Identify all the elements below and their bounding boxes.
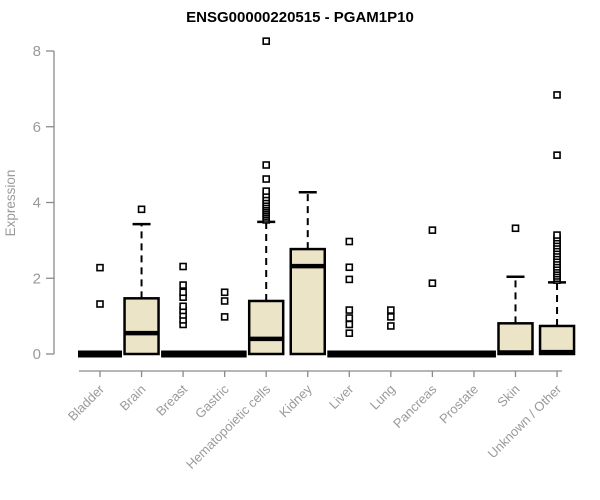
y-axis-label: Expression — [3, 170, 18, 237]
outlier-point — [387, 313, 395, 321]
chart-title: ENSG00000220515 - PGAM1P10 — [186, 9, 414, 26]
flat-box-pancreas — [410, 350, 455, 358]
outlier-point — [262, 175, 271, 183]
outlier-point — [220, 288, 229, 297]
outlier-point — [137, 205, 146, 214]
flat-box-breast — [161, 350, 206, 358]
x-tick-label: Prostate — [436, 382, 481, 427]
x-tick-label: Pancreas — [390, 381, 440, 431]
x-tick-label: Skin — [494, 382, 522, 410]
outlier-point — [179, 262, 187, 271]
flat-box-gastric — [202, 350, 247, 358]
flat-box-prostate — [451, 350, 496, 358]
outlier-point — [553, 91, 561, 99]
box-unknown-other — [538, 324, 576, 356]
x-tick-label: Breast — [153, 381, 190, 418]
flat-box-bladder — [78, 350, 122, 358]
outlier-point — [553, 231, 561, 239]
outlier-point — [179, 281, 187, 289]
box-hematopoietic-cells — [247, 299, 285, 356]
outlier-point — [220, 313, 229, 321]
outlier-point — [345, 306, 354, 314]
outlier-point — [428, 226, 437, 234]
outlier-point — [262, 37, 271, 45]
outlier-point — [511, 224, 520, 233]
x-tick-label: Gastric — [192, 381, 232, 421]
flat-box-lung — [368, 350, 413, 358]
outlier-point — [345, 237, 354, 246]
outlier-point — [428, 279, 437, 287]
x-tick-label: Bladder — [65, 381, 108, 424]
y-tick-label: 2 — [33, 270, 41, 287]
outlier-point — [345, 320, 354, 329]
outlier-point — [345, 263, 354, 272]
outlier-point — [345, 275, 354, 284]
y-tick-label: 6 — [33, 119, 41, 136]
x-tick-label: Lung — [367, 382, 398, 413]
outlier-point — [345, 329, 354, 337]
box-skin — [497, 322, 534, 356]
outlier-point — [96, 300, 104, 308]
outlier-point — [179, 302, 187, 311]
y-tick-label: 4 — [33, 195, 41, 212]
flat-box-liver — [327, 350, 372, 358]
outlier-point — [96, 263, 104, 272]
y-tick-label: 8 — [33, 43, 41, 60]
outlier-point — [387, 306, 395, 314]
x-tick-label: Unknown / Other — [485, 381, 565, 461]
y-tick-label: 0 — [33, 346, 41, 363]
outlier-point — [179, 288, 187, 297]
box-brain — [123, 297, 160, 356]
outlier-point — [262, 187, 271, 195]
outlier-point — [345, 314, 354, 322]
x-tick-label: Liver — [326, 381, 357, 412]
outlier-point — [220, 297, 229, 305]
x-tick-label: Brain — [117, 382, 149, 414]
outlier-point — [553, 151, 561, 159]
x-tick-label: Kidney — [276, 381, 315, 420]
outlier-point — [262, 161, 271, 169]
outlier-point — [387, 322, 395, 330]
